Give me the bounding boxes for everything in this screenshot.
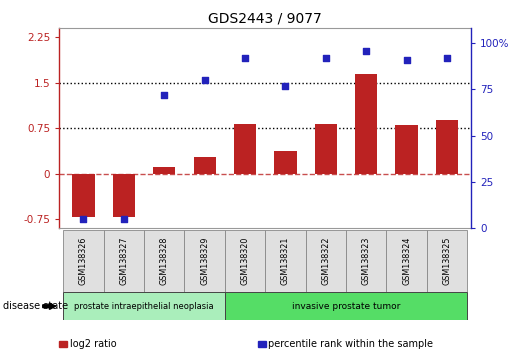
Text: GSM138322: GSM138322 xyxy=(321,237,330,285)
Title: GDS2443 / 9077: GDS2443 / 9077 xyxy=(209,12,322,26)
Text: GSM138328: GSM138328 xyxy=(160,237,169,285)
Point xyxy=(200,77,209,83)
Bar xyxy=(225,292,467,320)
Text: GSM138324: GSM138324 xyxy=(402,237,411,285)
Bar xyxy=(144,230,184,292)
Bar xyxy=(184,230,225,292)
Bar xyxy=(63,230,104,292)
Bar xyxy=(355,74,377,174)
Text: invasive prostate tumor: invasive prostate tumor xyxy=(292,302,400,311)
Text: GSM138327: GSM138327 xyxy=(119,237,128,285)
Text: GSM138321: GSM138321 xyxy=(281,237,290,285)
Bar xyxy=(436,120,458,174)
Text: GSM138326: GSM138326 xyxy=(79,237,88,285)
Text: GSM138323: GSM138323 xyxy=(362,237,371,285)
Bar xyxy=(72,174,95,217)
Text: prostate intraepithelial neoplasia: prostate intraepithelial neoplasia xyxy=(74,302,214,311)
Bar xyxy=(386,230,427,292)
Point xyxy=(322,55,330,61)
Bar xyxy=(225,230,265,292)
Bar xyxy=(265,230,305,292)
Bar xyxy=(113,174,135,217)
Point xyxy=(281,83,289,88)
Point xyxy=(79,216,88,222)
Bar xyxy=(153,166,175,174)
Bar xyxy=(104,230,144,292)
Bar xyxy=(63,292,225,320)
Text: GSM138320: GSM138320 xyxy=(241,237,250,285)
Bar xyxy=(315,124,337,174)
Bar xyxy=(346,230,386,292)
Point xyxy=(403,57,411,63)
Text: log2 ratio: log2 ratio xyxy=(70,339,117,349)
Bar xyxy=(274,151,297,174)
Point xyxy=(241,55,249,61)
Text: GSM138329: GSM138329 xyxy=(200,237,209,285)
Point xyxy=(443,55,451,61)
Point xyxy=(362,48,370,53)
Point xyxy=(119,216,128,222)
Text: percentile rank within the sample: percentile rank within the sample xyxy=(268,339,433,349)
Bar xyxy=(396,125,418,174)
Bar xyxy=(305,230,346,292)
Bar xyxy=(194,157,216,174)
Text: GSM138325: GSM138325 xyxy=(442,237,452,285)
Point xyxy=(160,92,168,98)
Text: disease state: disease state xyxy=(3,301,67,311)
Bar xyxy=(427,230,467,292)
Bar xyxy=(234,124,256,174)
